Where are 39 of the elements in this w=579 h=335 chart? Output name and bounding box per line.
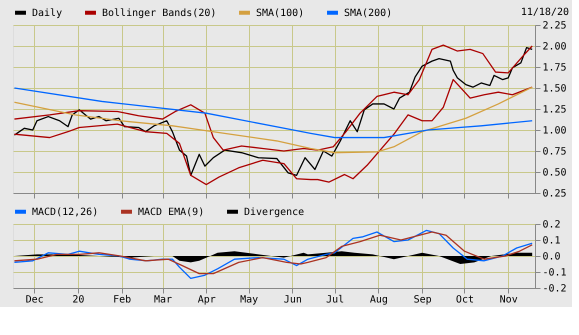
y-tick-label: 0.50 — [542, 168, 567, 178]
line-series — [14, 47, 533, 176]
y-tick-label: 2.25 — [542, 20, 567, 32]
legend-label: MACD(12,26) — [32, 206, 98, 218]
x-tick-label: Sep — [414, 294, 432, 306]
line-series — [14, 87, 533, 138]
y-tick-label: 0.0 — [542, 252, 561, 262]
x-tick-label: Dec — [26, 294, 44, 306]
line-series — [14, 44, 533, 152]
x-tick-label: Aug — [370, 294, 388, 306]
y-tick-label: 0.25 — [542, 188, 567, 200]
y-tick-label: 1.00 — [542, 126, 567, 136]
legend-label: Divergence — [244, 206, 304, 218]
legend-label: Bollinger Bands(20) — [102, 8, 216, 19]
y-tick-label: 1.75 — [542, 62, 567, 74]
x-tick-label: Nov — [500, 294, 518, 306]
y-tick-label: -0.2 — [542, 284, 567, 294]
y-tick-label: 1.50 — [542, 84, 567, 94]
x-tick-label: May — [240, 294, 258, 306]
x-tick-label: Mar — [154, 294, 172, 306]
x-tick-label: Jun — [284, 294, 302, 306]
y-tick-label: 2.00 — [542, 42, 567, 52]
legend-label: SMA(100) — [256, 8, 304, 19]
y-tick-label: 0.75 — [542, 146, 567, 158]
x-tick-label: Apr — [198, 294, 216, 306]
x-tick-label: Oct — [456, 294, 474, 306]
x-tick-label: 20 — [72, 294, 84, 306]
line-series — [14, 86, 533, 154]
line-series — [14, 78, 533, 186]
legend-label: MACD EMA(9) — [138, 206, 204, 218]
y-tick-label: 1.25 — [542, 104, 567, 116]
y-tick-label: 0.1 — [542, 236, 561, 246]
y-tick-label: -0.1 — [542, 268, 567, 278]
legend-label: Daily — [32, 8, 62, 19]
y-tick-label: 0.2 — [542, 220, 561, 230]
x-tick-label: Jul — [326, 294, 344, 306]
x-tick-label: Feb — [113, 294, 132, 306]
legend-label: SMA(200) — [344, 8, 392, 19]
text: 11/18/20 — [520, 7, 569, 18]
